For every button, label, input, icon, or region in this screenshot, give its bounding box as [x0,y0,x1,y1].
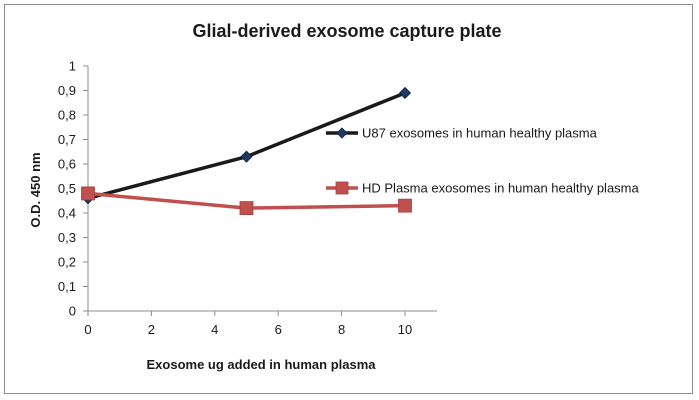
series-2-point [239,201,254,216]
y-axis-title: O.D. 450 nm [28,152,43,227]
series-2-point [81,186,95,201]
x-tick-label: 6 [275,322,282,337]
y-tick-label: 0,5 [58,181,76,196]
x-ticks: 0 2 4 6 8 10 [84,311,412,337]
y-tick-label: 1 [69,59,76,74]
y-ticks: 0 0,1 0,2 0,3 0,4 0,5 0,6 0,7 0,8 0,9 1 [58,59,88,319]
chart-frame [4,4,693,394]
series-2-point [398,198,412,213]
y-tick-label: 0,7 [58,132,76,147]
series-1-point [398,86,412,100]
x-tick-label: 4 [211,322,218,337]
y-tick-label: 0,4 [58,206,76,221]
legend-label-1: U87 exosomes in human healthy plasma [362,126,598,141]
series-1-point [240,150,253,163]
x-axis-title: Exosome ug added in human plasma [147,357,377,372]
series-line-1 [87,91,406,200]
y-tick-label: 0,3 [58,230,76,245]
y-tick-label: 0,9 [58,83,76,98]
x-tick-label: 0 [84,322,91,337]
legend-marker-2 [335,181,349,195]
y-tick-label: 0,2 [58,255,76,270]
chart-title: Glial-derived exosome capture plate [192,21,501,41]
series-layer [81,86,412,216]
x-tick-label: 8 [338,322,345,337]
legend-label-2: HD Plasma exosomes in human healthy plas… [362,181,640,196]
x-tick-label: 10 [398,322,412,337]
x-tick-label: 2 [148,322,155,337]
y-tick-label: 0,1 [58,279,76,294]
legend-marker-1 [336,127,348,139]
y-axis-title-group: O.D. 450 nm [28,152,43,227]
y-tick-label: 0 [69,304,76,319]
y-tick-label: 0,8 [58,108,76,123]
y-tick-label: 0,6 [58,157,76,172]
legend: U87 exosomes in human healthy plasma HD P… [326,126,640,196]
